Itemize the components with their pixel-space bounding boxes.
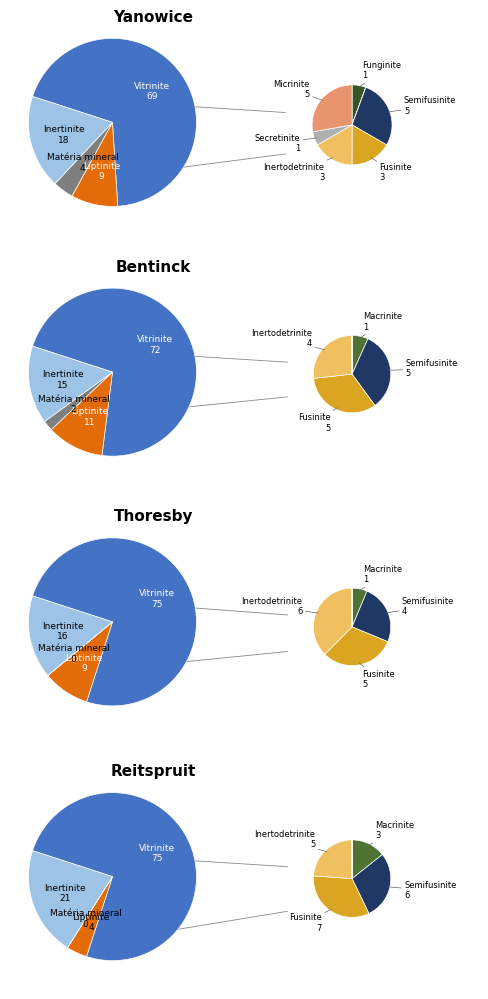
- Text: Fusinite
5: Fusinite 5: [297, 408, 337, 433]
- Wedge shape: [351, 85, 365, 125]
- Wedge shape: [48, 621, 112, 675]
- Text: Reitspruit: Reitspruit: [111, 764, 196, 779]
- Text: Micrinite
5: Micrinite 5: [273, 80, 323, 101]
- Text: Liptinite
11: Liptinite 11: [71, 408, 108, 427]
- Wedge shape: [351, 840, 382, 879]
- Wedge shape: [33, 288, 196, 457]
- Text: Funginite
1: Funginite 1: [358, 61, 400, 88]
- Wedge shape: [55, 123, 112, 196]
- Text: Liptinite
9: Liptinite 9: [82, 162, 120, 181]
- Text: Inertinite
16: Inertinite 16: [42, 621, 83, 641]
- Wedge shape: [351, 854, 390, 913]
- Wedge shape: [313, 588, 351, 654]
- Text: Fusinite
3: Fusinite 3: [370, 158, 411, 183]
- Wedge shape: [28, 347, 112, 422]
- Text: Matéria mineral
0: Matéria mineral 0: [38, 644, 109, 663]
- Text: Bentinck: Bentinck: [116, 260, 191, 275]
- Wedge shape: [33, 537, 196, 706]
- Text: Inertodetrinite
5: Inertodetrinite 5: [254, 830, 326, 852]
- Wedge shape: [44, 373, 112, 430]
- Wedge shape: [313, 374, 374, 413]
- Wedge shape: [48, 621, 112, 701]
- Wedge shape: [313, 336, 351, 379]
- Text: Vitrinite
75: Vitrinite 75: [139, 589, 175, 608]
- Text: Inertinite
15: Inertinite 15: [42, 371, 83, 390]
- Text: Inertinite
21: Inertinite 21: [44, 884, 86, 903]
- Wedge shape: [313, 840, 351, 879]
- Text: Macrinite
1: Macrinite 1: [359, 313, 402, 339]
- Wedge shape: [67, 877, 112, 956]
- Wedge shape: [351, 336, 367, 374]
- Text: Semifusinite
5: Semifusinite 5: [387, 97, 455, 116]
- Text: Liptinite
4: Liptinite 4: [72, 912, 109, 932]
- Text: Macrinite
1: Macrinite 1: [359, 564, 401, 590]
- Wedge shape: [33, 38, 196, 206]
- Wedge shape: [351, 87, 365, 125]
- Wedge shape: [351, 87, 391, 145]
- Wedge shape: [28, 596, 112, 675]
- Wedge shape: [351, 588, 366, 627]
- Text: Inertodetrinite
3: Inertodetrinite 3: [263, 158, 332, 182]
- Text: Matéria mineral
2: Matéria mineral 2: [38, 395, 109, 414]
- Text: Liptinite
9: Liptinite 9: [65, 654, 102, 673]
- Text: Yanowice: Yanowice: [113, 10, 193, 25]
- Wedge shape: [317, 125, 351, 165]
- Text: Vitrinite
69: Vitrinite 69: [134, 82, 170, 101]
- Text: Semifusinite
6: Semifusinite 6: [387, 881, 456, 900]
- Wedge shape: [351, 591, 390, 641]
- Wedge shape: [313, 876, 368, 917]
- Wedge shape: [312, 125, 351, 145]
- Wedge shape: [28, 851, 112, 947]
- Text: Vitrinite
72: Vitrinite 72: [137, 336, 173, 355]
- Wedge shape: [28, 97, 112, 184]
- Text: Vitrinite
75: Vitrinite 75: [139, 844, 175, 863]
- Text: Thoresby: Thoresby: [114, 509, 193, 524]
- Text: Secretinite
1: Secretinite 1: [254, 134, 316, 154]
- Text: Inertodetrinite
4: Inertodetrinite 4: [251, 329, 324, 350]
- Wedge shape: [33, 792, 196, 961]
- Wedge shape: [351, 125, 386, 165]
- Wedge shape: [351, 339, 390, 406]
- Text: Macrinite
3: Macrinite 3: [367, 821, 414, 845]
- Text: Matéria mineral
4: Matéria mineral 4: [47, 154, 119, 173]
- Text: Inertinite
18: Inertinite 18: [43, 125, 84, 145]
- Text: Matéria mineral
0: Matéria mineral 0: [49, 909, 121, 929]
- Text: Fusinite
7: Fusinite 7: [289, 909, 331, 932]
- Text: Semifusinite
5: Semifusinite 5: [388, 359, 457, 379]
- Wedge shape: [72, 123, 118, 207]
- Text: Inertodetrinite
6: Inertodetrinite 6: [241, 597, 317, 616]
- Wedge shape: [67, 877, 112, 948]
- Wedge shape: [311, 85, 351, 132]
- Text: Semifusinite
4: Semifusinite 4: [386, 596, 453, 616]
- Text: Fusinite
5: Fusinite 5: [359, 663, 394, 689]
- Wedge shape: [51, 373, 112, 456]
- Wedge shape: [324, 627, 387, 665]
